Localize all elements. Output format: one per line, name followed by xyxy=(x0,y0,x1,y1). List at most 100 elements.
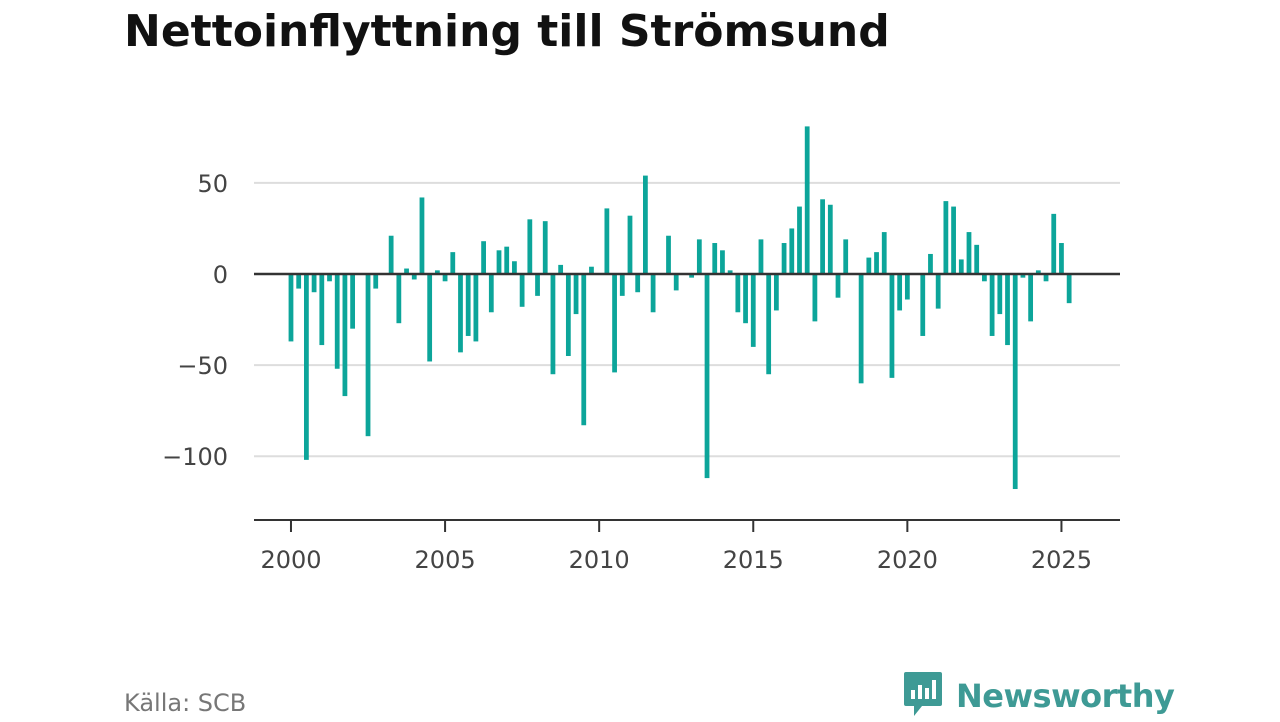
bar xyxy=(804,126,810,275)
bar xyxy=(573,274,579,315)
bar xyxy=(866,257,872,274)
bar xyxy=(812,274,818,322)
bar xyxy=(527,219,533,274)
x-tick-label: 2025 xyxy=(1031,546,1092,574)
bar xyxy=(458,274,463,353)
bar xyxy=(481,241,486,274)
bar xyxy=(558,264,564,274)
x-tick-label: 2000 xyxy=(260,546,321,574)
bar xyxy=(419,197,425,274)
bar xyxy=(589,266,594,274)
newsworthy-logo-icon xyxy=(902,670,944,722)
chart-title: Nettoinflyttning till Strömsund xyxy=(124,6,890,57)
bar xyxy=(766,274,772,375)
bar xyxy=(535,274,540,296)
y-tick-label: 50 xyxy=(197,170,228,198)
bar xyxy=(974,244,980,274)
bar xyxy=(1059,243,1064,274)
gridlines xyxy=(254,181,1120,458)
bar xyxy=(835,274,841,298)
bar xyxy=(750,274,756,347)
bar xyxy=(604,208,610,274)
bars xyxy=(288,126,1072,490)
bar xyxy=(350,274,356,329)
bar xyxy=(820,199,825,274)
bar xyxy=(550,274,556,375)
bar xyxy=(920,274,926,336)
bar xyxy=(827,204,833,274)
bar xyxy=(1005,274,1010,346)
bar xyxy=(488,274,494,313)
bar xyxy=(758,239,764,274)
bar xyxy=(327,274,332,282)
bar xyxy=(404,268,409,274)
bar xyxy=(966,232,972,274)
x-tick-label: 2020 xyxy=(877,546,938,574)
source-label: Källa: SCB xyxy=(124,689,247,717)
brand-logo[interactable]: Newsworthy xyxy=(902,670,1175,722)
bar xyxy=(881,232,887,274)
bar xyxy=(512,261,517,274)
bar xyxy=(342,274,348,397)
bar xyxy=(1066,274,1072,304)
bar xyxy=(1012,274,1018,490)
bar xyxy=(689,274,695,278)
bar xyxy=(789,228,795,274)
bar xyxy=(858,274,864,384)
bar xyxy=(627,215,633,274)
bar xyxy=(951,206,956,274)
bar xyxy=(1051,213,1057,274)
bar xyxy=(743,274,748,324)
y-tick-label: −50 xyxy=(177,352,228,380)
bar xyxy=(411,274,417,280)
bar xyxy=(519,274,525,307)
bar xyxy=(650,274,656,313)
bar xyxy=(450,252,456,274)
bar xyxy=(666,235,671,274)
bar xyxy=(365,274,371,437)
bar xyxy=(434,270,440,274)
y-tick-label: −100 xyxy=(162,443,228,471)
bar xyxy=(720,250,725,274)
bar xyxy=(997,274,1003,315)
bar xyxy=(581,274,587,426)
bar xyxy=(288,274,294,342)
bar xyxy=(396,274,402,324)
bar xyxy=(619,274,625,296)
bar xyxy=(612,274,617,373)
x-tick-label: 2010 xyxy=(569,546,630,574)
bar xyxy=(673,274,679,291)
bar xyxy=(296,274,302,289)
bar xyxy=(427,274,433,362)
bar xyxy=(943,201,949,274)
bar xyxy=(635,274,641,293)
bar xyxy=(982,274,987,282)
bar xyxy=(797,206,802,274)
bar xyxy=(843,239,849,274)
bar xyxy=(304,274,309,460)
bar xyxy=(388,235,394,274)
bar xyxy=(319,274,325,346)
bar xyxy=(504,246,510,274)
bar xyxy=(473,274,479,342)
bar xyxy=(704,274,710,479)
bar xyxy=(935,274,941,309)
bar xyxy=(1028,274,1034,322)
bar xyxy=(565,274,571,356)
bar xyxy=(874,252,879,274)
axes xyxy=(254,272,1120,532)
bar xyxy=(773,274,779,311)
bar xyxy=(311,274,317,293)
y-tick-label: 0 xyxy=(213,261,228,289)
bar xyxy=(334,274,340,369)
bar xyxy=(496,250,502,274)
bar xyxy=(1035,270,1041,274)
bar xyxy=(696,239,702,274)
bar xyxy=(442,274,448,282)
tick-labels: 50 0 −50 −100 2000 2005 2010 2015 2020 2025 xyxy=(162,170,1092,574)
bar xyxy=(989,274,995,336)
bar xyxy=(781,243,787,274)
brand-name: Newsworthy xyxy=(956,677,1175,715)
bar xyxy=(897,274,903,311)
